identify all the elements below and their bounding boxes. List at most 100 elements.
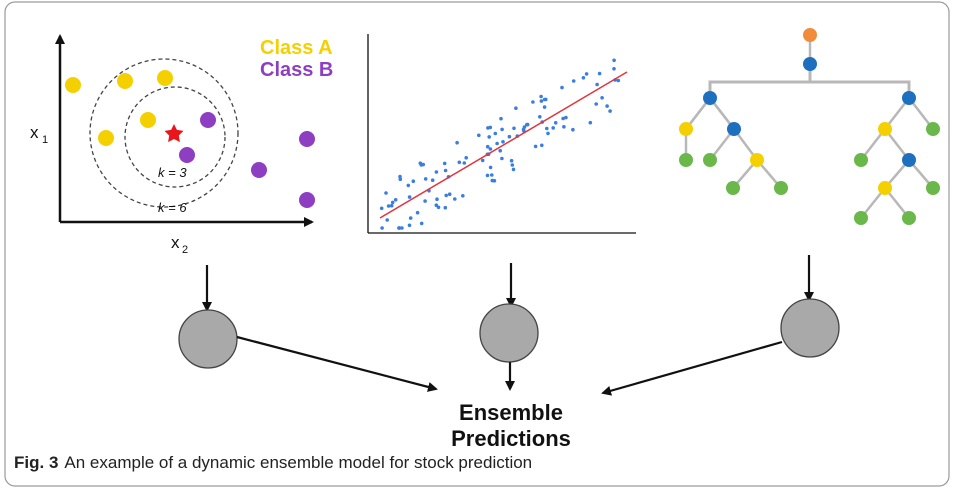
tree-node-root — [803, 28, 817, 42]
scatter-point — [464, 156, 469, 160]
scatter-point — [390, 200, 395, 205]
tree-node-internal — [902, 91, 916, 105]
scatter-point — [511, 167, 516, 172]
scatter-point — [553, 121, 558, 125]
class-a-legend: Class A — [260, 37, 333, 59]
scatter-point — [434, 203, 439, 207]
k6-label: k = 6 — [158, 200, 187, 215]
scatter-point — [487, 135, 492, 139]
tree-node-leaf — [703, 153, 717, 167]
scatter-point — [457, 160, 462, 165]
tree-node-leaf — [726, 181, 740, 195]
scatter-point — [600, 96, 604, 100]
figure-border — [4, 1, 950, 487]
scatter-point — [545, 126, 549, 131]
tree-node-split — [878, 181, 892, 195]
ensemble-label-line2: Predictions — [451, 426, 571, 451]
class-b-point — [200, 112, 216, 128]
scatter-point — [531, 100, 535, 104]
knn-node-to-ensemble-arrow — [236, 335, 438, 392]
scatter-point — [397, 226, 401, 230]
tree-node-leaf — [854, 153, 868, 167]
query-star-icon — [164, 124, 184, 143]
class-b-point — [299, 131, 315, 147]
scatter-point — [581, 76, 586, 80]
scatter-point — [533, 144, 538, 149]
scatter-point — [597, 71, 602, 76]
scatter-point — [415, 210, 420, 215]
scatter-point — [398, 174, 402, 179]
scatter-point — [486, 126, 490, 130]
tree-model-node — [780, 298, 840, 358]
scatter-point — [453, 197, 457, 201]
class-b-point — [179, 147, 195, 163]
regression-panel — [367, 34, 636, 234]
scatter-point — [386, 204, 391, 208]
scatter-point — [595, 82, 599, 87]
scatter-point — [480, 158, 485, 163]
scatter-point — [408, 216, 413, 220]
tree-node-leaf — [679, 153, 693, 167]
scatter-point — [389, 203, 394, 208]
class-a-point — [65, 77, 81, 93]
tree-node-leaf — [774, 181, 788, 195]
scatter-point — [485, 144, 490, 149]
scatter-point — [398, 177, 403, 181]
scatter-point — [435, 197, 439, 201]
scatter-point — [407, 223, 412, 228]
regression-line — [379, 71, 628, 219]
scatter-point — [461, 194, 465, 198]
y-axis-label: x — [30, 123, 39, 142]
regression-model-node — [479, 303, 539, 363]
scatter-point — [571, 127, 575, 132]
tree-node-internal — [803, 57, 817, 71]
class-b-point — [251, 162, 267, 178]
x-axis-subscript: 2 — [182, 244, 188, 256]
class-b-point — [299, 192, 315, 208]
scatter-point — [418, 161, 423, 165]
scatter-point — [444, 193, 449, 198]
class-a-point — [98, 130, 114, 146]
scatter-point — [499, 116, 503, 121]
scatter-point — [493, 131, 498, 136]
decision-tree-panel — [679, 28, 940, 225]
scatter-point — [488, 165, 493, 170]
scatter-point — [462, 161, 467, 165]
scatter-point — [616, 78, 621, 83]
ensemble-layer: Ensemble Predictions — [178, 255, 840, 451]
scatter-point — [594, 102, 598, 106]
class-b-legend: Class B — [260, 59, 333, 81]
scatter-point — [501, 140, 505, 144]
tree-node-internal — [727, 122, 741, 136]
scatter-point — [500, 127, 504, 132]
scatter-point — [488, 147, 493, 151]
tree-node-internal — [703, 91, 717, 105]
figure-number: Fig. 3 — [14, 453, 59, 472]
scatter-point — [551, 126, 555, 130]
class-a-point — [140, 112, 156, 128]
scatter-point — [539, 99, 544, 103]
scatter-point — [379, 206, 384, 211]
scatter-point — [612, 58, 616, 63]
scatter-point — [564, 115, 568, 120]
scatter-point — [539, 94, 543, 99]
knn-k6-boundary — [89, 58, 239, 208]
scatter-point — [384, 191, 388, 195]
scatter-point — [447, 192, 452, 196]
tree-node-to-ensemble-arrow — [601, 340, 783, 396]
scatter-point — [443, 205, 448, 210]
scatter-point — [492, 179, 497, 183]
ensemble-label-line1: Ensemble — [459, 400, 563, 425]
scatter-point — [423, 177, 428, 181]
scatter-point — [477, 133, 481, 138]
tree-node-leaf — [902, 211, 916, 225]
tree-node-internal — [902, 153, 916, 167]
scatter-point — [400, 226, 404, 230]
scatter-point — [512, 126, 516, 131]
tree-node-leaf — [926, 181, 940, 195]
scatter-point — [423, 199, 427, 203]
scatter-point — [588, 120, 593, 125]
scatter-point — [605, 104, 609, 108]
scatter-point — [540, 143, 544, 148]
